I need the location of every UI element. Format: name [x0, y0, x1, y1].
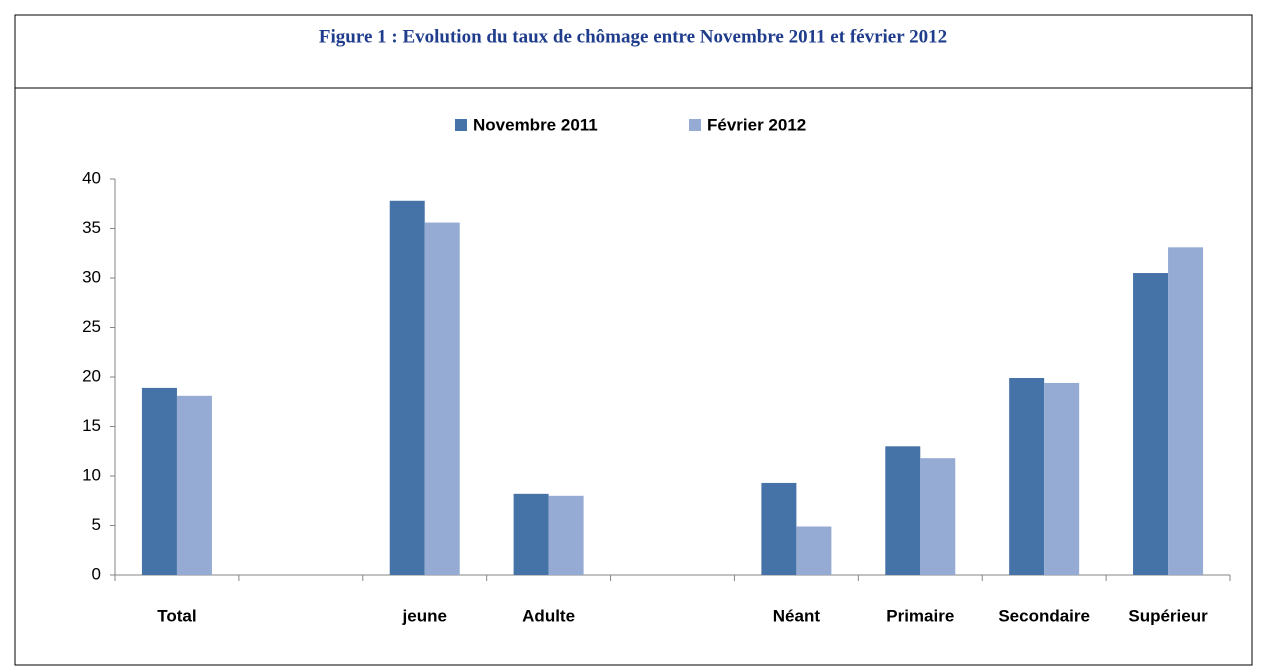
bar — [1044, 382, 1080, 575]
bar — [389, 200, 425, 575]
y-tick-label: 35 — [82, 218, 101, 237]
legend-swatch — [455, 119, 467, 131]
y-tick-label: 40 — [82, 168, 101, 187]
chart-title: Figure 1 : Evolution du taux de chômage … — [319, 26, 947, 47]
frame — [14, 14, 1253, 666]
bar — [424, 222, 460, 575]
legend-swatch — [689, 119, 701, 131]
bar — [548, 495, 584, 575]
x-tick-label: Total — [157, 606, 196, 625]
bar — [1133, 273, 1169, 575]
bar — [761, 482, 797, 575]
y-tick-label: 30 — [82, 267, 101, 286]
bar — [176, 395, 212, 575]
bar — [141, 387, 177, 575]
bar — [1009, 377, 1045, 575]
y-tick-label: 20 — [82, 366, 101, 385]
x-tick-label: Néant — [773, 606, 821, 625]
x-tick-label: Adulte — [522, 606, 575, 625]
x-tick-label: Primaire — [886, 606, 954, 625]
x-tick-label: Supérieur — [1128, 606, 1208, 625]
bar — [1168, 247, 1204, 575]
y-tick-label: 25 — [82, 317, 101, 336]
y-tick-label: 5 — [92, 515, 101, 534]
y-tick-label: 0 — [92, 564, 101, 583]
y-tick-label: 10 — [82, 465, 101, 484]
y-tick-label: 15 — [82, 416, 101, 435]
bar — [885, 446, 921, 575]
x-tick-label: jeune — [402, 606, 447, 625]
legend-label: Février 2012 — [707, 115, 806, 134]
legend-label: Novembre 2011 — [473, 115, 598, 134]
bar — [513, 493, 549, 575]
bar — [796, 526, 832, 575]
bar — [920, 458, 956, 575]
x-tick-label: Secondaire — [998, 606, 1090, 625]
